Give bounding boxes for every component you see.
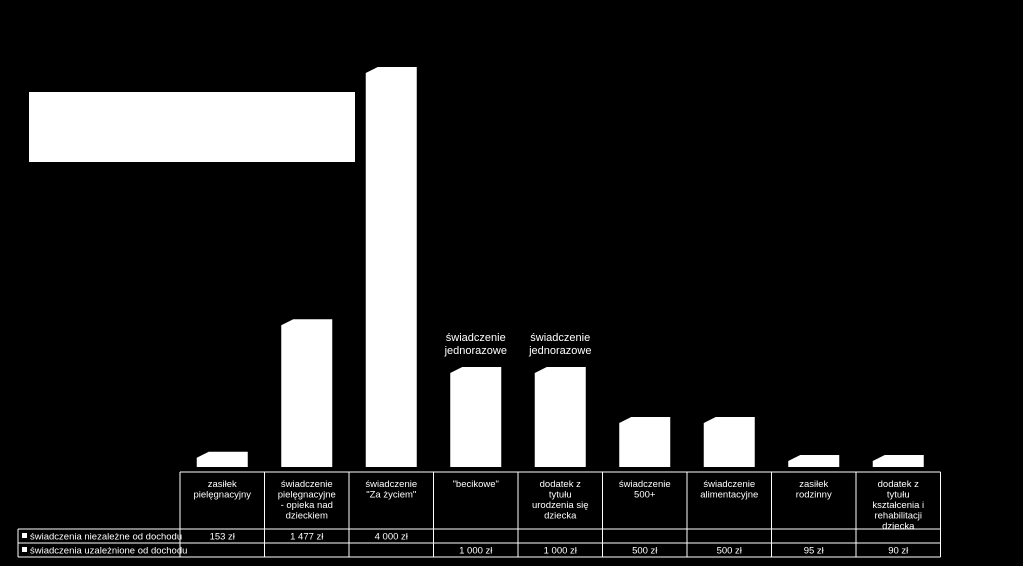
category-label: dodatek z tytułu urodzenia się dziecka: [532, 479, 589, 522]
legend-label: świadczenia niezależne od dochodu: [30, 532, 182, 543]
data-label: 90 zł: [888, 546, 909, 557]
legend-marker: [22, 547, 27, 552]
bar-annotation: świadczenie jednorazowe: [444, 332, 507, 357]
data-label: 153 zł: [210, 532, 236, 543]
bar-annotation: świadczenie jednorazowe: [528, 332, 591, 357]
category-label: zasiłek rodzinny: [796, 479, 832, 501]
legend-label: świadczenia uzależnione od dochodu: [30, 546, 187, 557]
data-label: 1 000 zł: [459, 546, 493, 557]
bar: [281, 319, 333, 467]
category-label: świadczenie 500+: [619, 479, 671, 501]
bar: [788, 455, 840, 467]
data-label: 500 zł: [632, 546, 658, 557]
title-box: [29, 92, 355, 162]
category-label: świadczenie pielęgnacyjne - opieka nad dzie…: [278, 479, 336, 522]
data-label: 1 000 zł: [544, 546, 578, 557]
category-label: zasiłek pielęgnacyjny: [193, 479, 251, 501]
category-label: świadczenie "Za życiem": [365, 479, 417, 501]
data-label: 1 477 zł: [290, 532, 324, 543]
category-label: dodatek z tytułu kształcenia i rehabilitacj…: [872, 479, 924, 532]
bar: [365, 67, 417, 467]
bar: [619, 417, 671, 467]
data-label: 4 000 zł: [375, 532, 409, 543]
category-label: świadczenie alimentacyjne: [700, 479, 758, 501]
bar: [196, 451, 248, 467]
bar: [450, 367, 502, 467]
data-label: 500 zł: [717, 546, 743, 557]
bar: [534, 367, 586, 467]
legend-marker: [22, 533, 27, 538]
data-label: 95 zł: [804, 546, 825, 557]
bar: [872, 455, 924, 467]
bar: [703, 417, 755, 467]
category-label: "becikowe": [453, 479, 499, 490]
